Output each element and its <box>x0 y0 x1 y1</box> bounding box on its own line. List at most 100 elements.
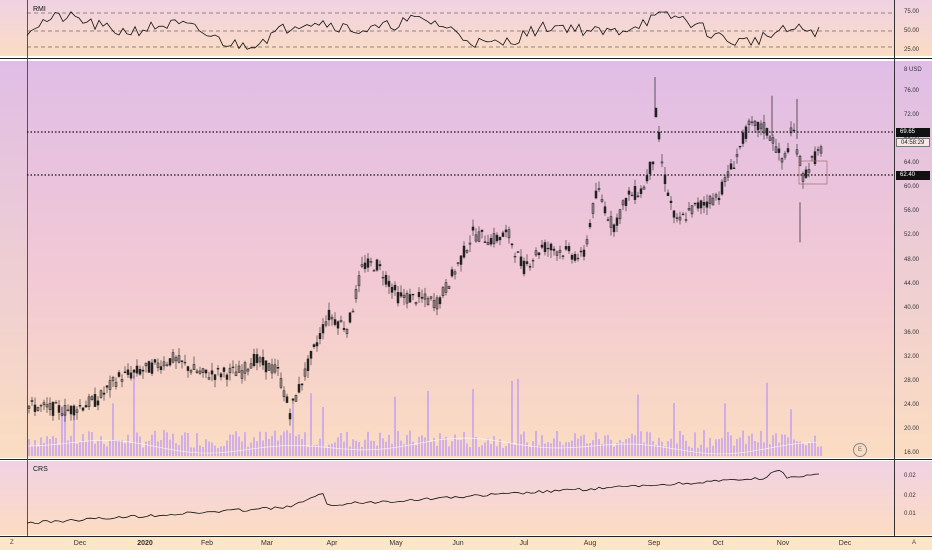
main-axis-label: 36.00 <box>904 330 920 336</box>
main-price-axis[interactable] <box>895 61 932 458</box>
volume-bar <box>340 433 342 456</box>
volume-bar <box>346 431 348 456</box>
volume-bar <box>61 406 63 456</box>
volume-bar <box>796 441 798 456</box>
pane-divider-top[interactable] <box>0 58 932 59</box>
candle-body <box>705 201 709 208</box>
volume-bar <box>175 443 177 456</box>
volume-bar <box>145 441 147 456</box>
volume-bar <box>157 441 159 456</box>
candle-body <box>180 360 184 362</box>
candle-body <box>735 154 739 157</box>
volume-bar <box>769 444 771 456</box>
candle-body <box>213 374 217 380</box>
candle-body <box>399 292 403 297</box>
candle-body <box>777 148 781 153</box>
crs-line <box>26 469 820 524</box>
volume-bar <box>667 441 669 456</box>
volume-bar <box>538 445 540 456</box>
candle-body <box>411 293 415 296</box>
volume-bar <box>568 442 570 456</box>
volume-bar <box>118 440 120 456</box>
volume-bar <box>109 440 111 456</box>
volume-bar <box>817 446 819 456</box>
candle-body <box>390 286 394 293</box>
earnings-icon[interactable]: E <box>853 443 867 457</box>
candle-body <box>144 362 148 367</box>
candle-body <box>591 203 595 214</box>
candle-body <box>219 373 223 378</box>
volume-bar <box>40 437 42 456</box>
candle-body <box>519 256 523 267</box>
volume-bar <box>190 447 192 456</box>
volume-bar <box>76 443 78 456</box>
time-axis[interactable] <box>0 537 932 550</box>
volume-bar <box>736 438 738 456</box>
candle-body <box>489 237 493 245</box>
volume-bar <box>247 446 249 456</box>
volume-bar <box>322 407 324 456</box>
candle-body <box>609 216 613 228</box>
volume-bar <box>232 434 234 456</box>
candle-body <box>639 188 643 194</box>
time-axis-right-corner[interactable]: A <box>912 540 917 546</box>
volume-bar <box>643 442 645 456</box>
candle-body <box>405 293 409 304</box>
crs-axis-label-1: 0.02 <box>904 473 916 479</box>
candle-body <box>780 158 784 163</box>
candle-body <box>453 271 457 275</box>
volume-bar <box>529 446 531 456</box>
candle-body <box>633 186 637 200</box>
candle-body <box>801 173 805 182</box>
volume-bar <box>697 447 699 456</box>
candle-body <box>288 413 292 420</box>
candle-body <box>768 136 772 141</box>
candle-body <box>552 248 556 251</box>
candle-body <box>597 188 601 190</box>
volume-bar <box>502 447 504 456</box>
candle-body <box>396 292 400 304</box>
rmi-axis-label-25: 25.00 <box>904 47 920 53</box>
volume-bar <box>301 438 303 456</box>
crs-indicator-pane[interactable] <box>27 461 895 535</box>
candle-body <box>408 294 412 303</box>
rmi-price-axis[interactable] <box>895 0 932 56</box>
candle-body <box>96 400 100 406</box>
volume-bar <box>361 446 363 456</box>
pane-divider-bottom[interactable] <box>0 459 932 460</box>
candlestick-chart[interactable] <box>27 61 895 458</box>
volume-bar <box>124 443 126 456</box>
volume-bar <box>121 439 123 456</box>
volume-bar <box>532 441 534 456</box>
candle-body <box>369 261 373 263</box>
volume-bar <box>163 430 165 456</box>
volume-bar <box>439 433 441 456</box>
volume-bar <box>397 430 399 456</box>
rmi-indicator-pane[interactable] <box>27 0 895 56</box>
crs-axis-label-2: 0.02 <box>904 493 916 499</box>
candle-body <box>666 192 670 196</box>
candle-body <box>630 194 634 197</box>
candle-body <box>216 368 220 370</box>
candle-body <box>624 198 628 206</box>
candle-body <box>318 333 322 340</box>
candle-body <box>66 409 70 412</box>
left-strip-rmi <box>0 0 27 56</box>
time-axis-label: 2020 <box>137 540 153 547</box>
volume-bar <box>742 430 744 456</box>
candle-body <box>423 293 427 300</box>
candle-body <box>435 297 439 310</box>
candle-body <box>582 249 586 257</box>
crs-price-axis[interactable] <box>895 461 932 535</box>
volume-bar <box>319 438 321 456</box>
volume-bar <box>112 403 114 456</box>
volume-bar <box>775 433 777 456</box>
volume-bar <box>259 431 261 456</box>
volume-bar <box>202 447 204 456</box>
candle-body <box>222 367 226 372</box>
volume-bar <box>703 430 705 456</box>
candle-body <box>141 369 145 372</box>
volume-bar <box>115 440 117 456</box>
candle-body <box>417 292 421 298</box>
time-axis-left-corner[interactable]: Z <box>10 540 14 546</box>
